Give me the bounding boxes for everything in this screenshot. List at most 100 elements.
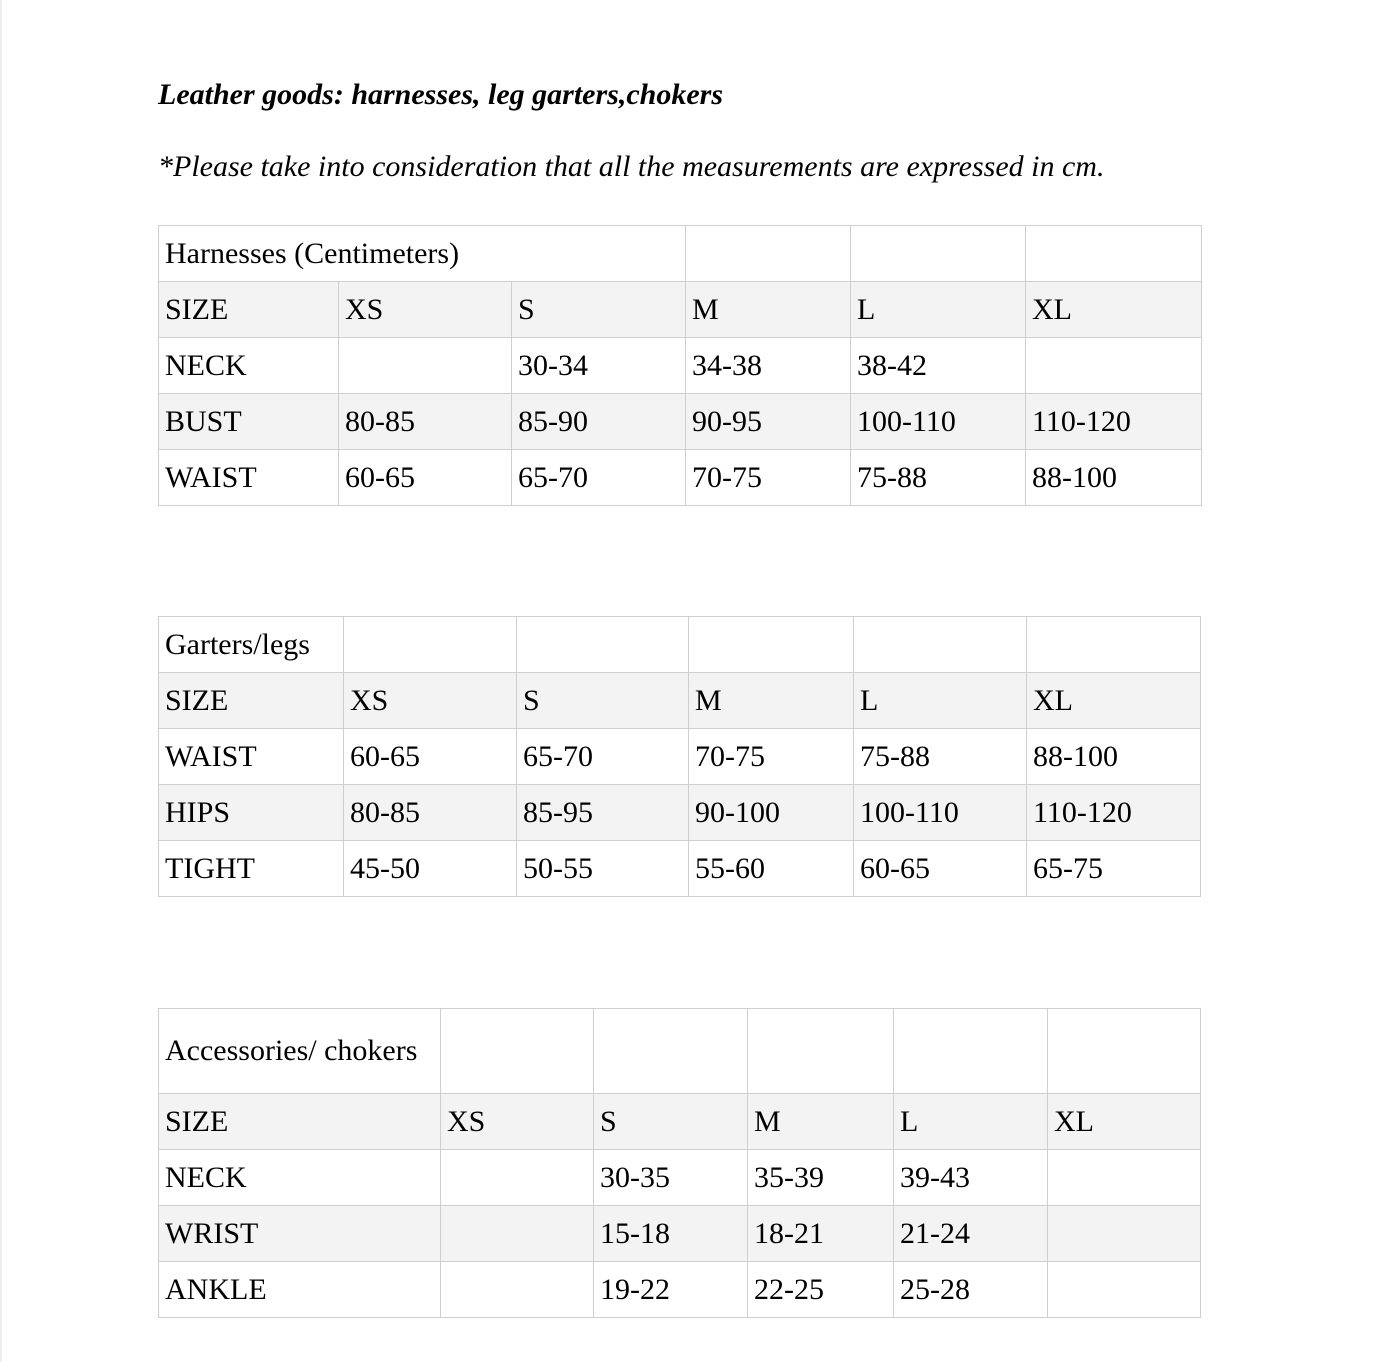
table-cell: 110-120 — [1025, 393, 1202, 450]
table-cell: 80-85 — [343, 784, 517, 841]
table-caption: Garters/legs — [158, 616, 344, 673]
empty-cell — [1026, 616, 1201, 673]
header-cell: S — [511, 281, 686, 338]
empty-cell — [593, 1008, 748, 1094]
row-label: WRIST — [158, 1205, 441, 1262]
table-cell: 39-43 — [893, 1149, 1048, 1206]
empty-cell — [893, 1008, 1048, 1094]
empty-cell — [343, 616, 517, 673]
table-cell: 90-95 — [685, 393, 851, 450]
table-cell: 34-38 — [685, 337, 851, 394]
table-cell: 85-95 — [516, 784, 689, 841]
empty-cell — [747, 1008, 894, 1094]
header-cell: L — [893, 1093, 1048, 1150]
table-cell: 88-100 — [1026, 728, 1201, 785]
header-cell: L — [853, 672, 1027, 729]
table-cell: 55-60 — [688, 840, 854, 897]
empty-cell — [440, 1008, 594, 1094]
measurement-note: *Please take into consideration that all… — [158, 150, 1105, 183]
empty-cell — [688, 616, 854, 673]
table-cell: 100-110 — [853, 784, 1027, 841]
table-cell: 75-88 — [853, 728, 1027, 785]
table-cell: 100-110 — [850, 393, 1026, 450]
table-cell: 70-75 — [688, 728, 854, 785]
header-cell: XL — [1047, 1093, 1201, 1150]
table-row: ANKLE 19-22 22-25 25-28 — [158, 1261, 1201, 1318]
caption-row: Accessories/ chokers — [158, 1008, 1201, 1094]
table-row: NECK 30-34 34-38 38-42 — [158, 337, 1202, 394]
table-cell: 15-18 — [593, 1205, 748, 1262]
header-cell: M — [685, 281, 851, 338]
table-cell: 88-100 — [1025, 449, 1202, 506]
row-label: NECK — [158, 1149, 441, 1206]
header-cell: XS — [338, 281, 512, 338]
table-cell: 60-65 — [853, 840, 1027, 897]
header-cell: XL — [1025, 281, 1202, 338]
table-row: WAIST 60-65 65-70 70-75 75-88 88-100 — [158, 449, 1202, 506]
table-cell: 19-22 — [593, 1261, 748, 1318]
header-cell: XS — [440, 1093, 594, 1150]
table-cell — [338, 337, 512, 394]
table-cell: 110-120 — [1026, 784, 1201, 841]
header-row: SIZE XS S M L XL — [158, 281, 1202, 338]
row-label: BUST — [158, 393, 339, 450]
empty-cell — [853, 616, 1027, 673]
row-label: HIPS — [158, 784, 344, 841]
table-row: BUST 80-85 85-90 90-95 100-110 110-120 — [158, 393, 1202, 450]
table-cell: 75-88 — [850, 449, 1026, 506]
table-cell — [440, 1149, 594, 1206]
row-label: ANKLE — [158, 1261, 441, 1318]
table-row: HIPS 80-85 85-95 90-100 100-110 110-120 — [158, 784, 1201, 841]
empty-cell — [1025, 225, 1202, 282]
table-row: TIGHT 45-50 50-55 55-60 60-65 65-75 — [158, 840, 1201, 897]
header-cell: S — [593, 1093, 748, 1150]
table-cell: 45-50 — [343, 840, 517, 897]
empty-cell — [1047, 1008, 1201, 1094]
table-cell: 35-39 — [747, 1149, 894, 1206]
table-cell: 21-24 — [893, 1205, 1048, 1262]
table-cell: 30-35 — [593, 1149, 748, 1206]
header-cell: SIZE — [158, 672, 344, 729]
table-cell: 65-70 — [511, 449, 686, 506]
header-cell: SIZE — [158, 281, 339, 338]
empty-cell — [685, 225, 851, 282]
row-label: WAIST — [158, 449, 339, 506]
header-cell: L — [850, 281, 1026, 338]
empty-cell — [850, 225, 1026, 282]
row-label: TIGHT — [158, 840, 344, 897]
row-label: NECK — [158, 337, 339, 394]
table-cell: 65-75 — [1026, 840, 1201, 897]
caption-row: Garters/legs — [158, 616, 1201, 673]
table-cell: 90-100 — [688, 784, 854, 841]
table-cell: 25-28 — [893, 1261, 1048, 1318]
page-edge — [0, 0, 2, 1362]
table-caption: Harnesses (Centimeters) — [158, 225, 686, 282]
table-cell: 22-25 — [747, 1261, 894, 1318]
caption-row: Harnesses (Centimeters) — [158, 225, 1202, 282]
header-cell: XL — [1026, 672, 1201, 729]
header-cell: S — [516, 672, 689, 729]
header-cell: SIZE — [158, 1093, 441, 1150]
header-cell: M — [747, 1093, 894, 1150]
header-row: SIZE XS S M L XL — [158, 1093, 1201, 1150]
row-label: WAIST — [158, 728, 344, 785]
table-cell — [440, 1261, 594, 1318]
document-title: Leather goods: harnesses, leg garters,ch… — [158, 78, 724, 111]
empty-cell — [516, 616, 689, 673]
table-cell: 50-55 — [516, 840, 689, 897]
table-cell: 70-75 — [685, 449, 851, 506]
table-cell: 18-21 — [747, 1205, 894, 1262]
table-cell: 85-90 — [511, 393, 686, 450]
table-cell: 80-85 — [338, 393, 512, 450]
accessories-table: Accessories/ chokers SIZE XS S M L XL NECK 30-35… — [158, 1008, 1201, 1318]
table-cell: 65-70 — [516, 728, 689, 785]
table-cell — [1025, 337, 1202, 394]
table-row: WAIST 60-65 65-70 70-75 75-88 88-100 — [158, 728, 1201, 785]
garters-table: Garters/legs SIZE XS S M L XL WAIST 60-65 65-70 70… — [158, 616, 1201, 897]
harnesses-table: Harnesses (Centimeters) SIZE XS S M L XL NECK 30… — [158, 225, 1202, 506]
table-cell — [1047, 1205, 1201, 1262]
table-cell: 38-42 — [850, 337, 1026, 394]
table-cell — [1047, 1149, 1201, 1206]
table-cell — [440, 1205, 594, 1262]
table-cell: 60-65 — [343, 728, 517, 785]
